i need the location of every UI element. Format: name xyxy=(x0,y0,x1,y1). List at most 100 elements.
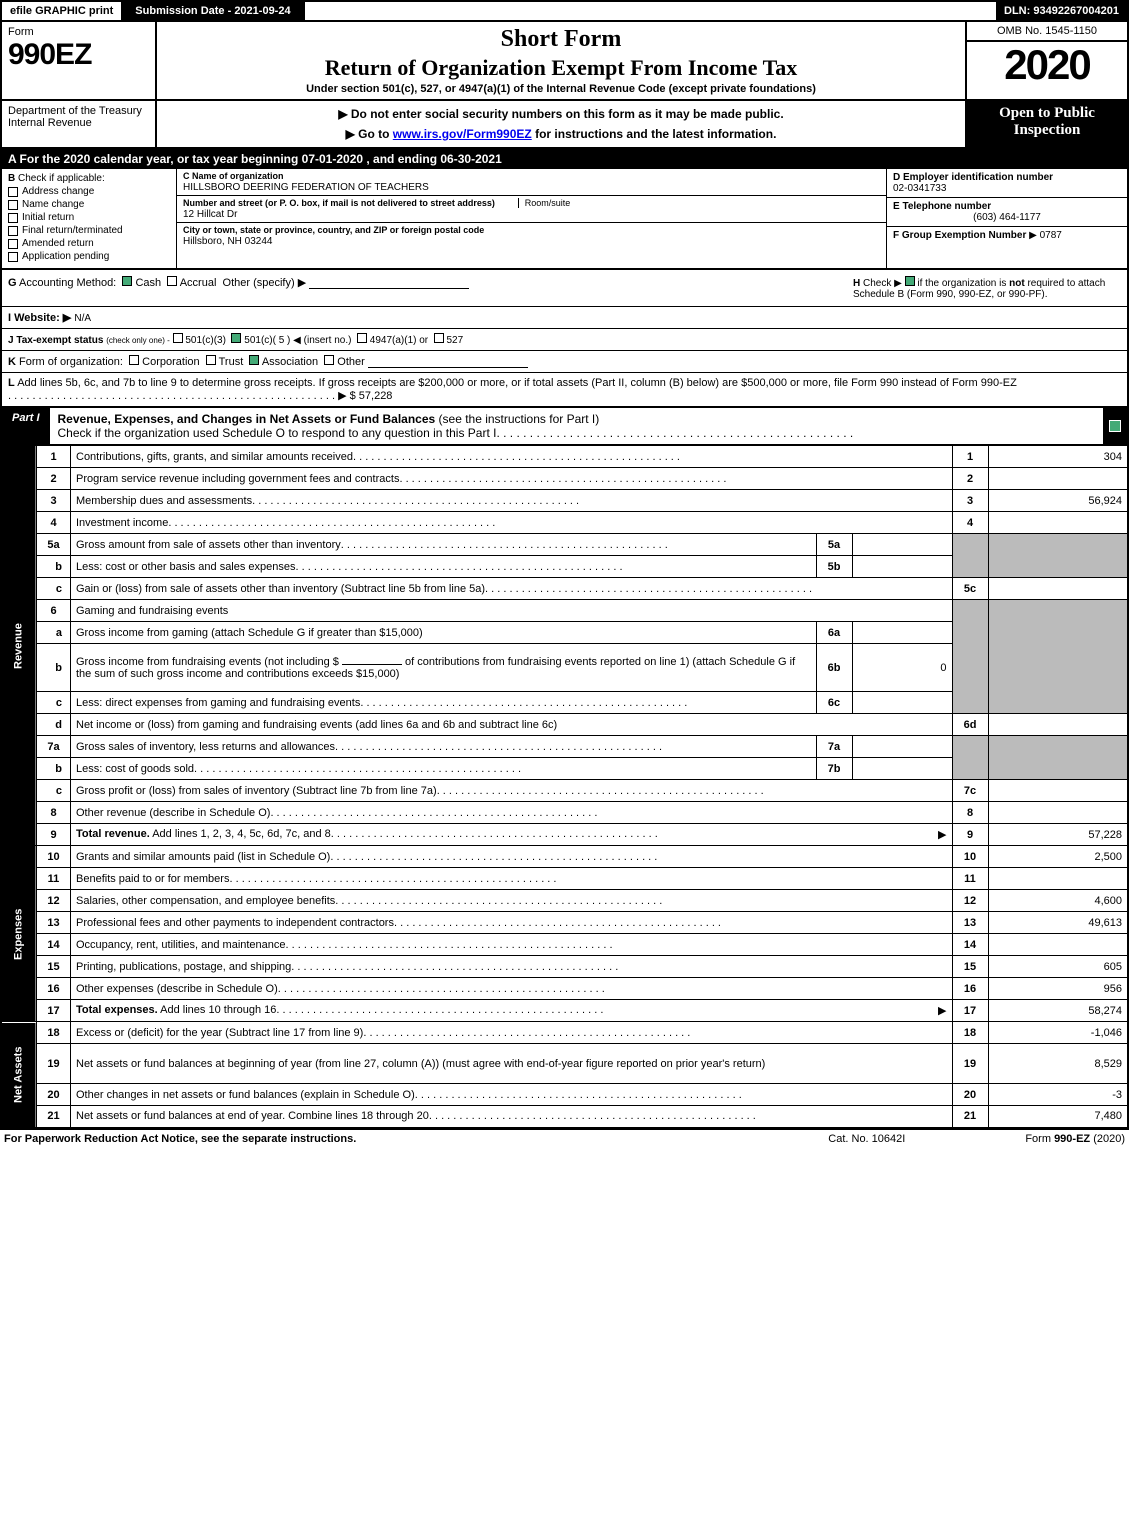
line-13-amt: 49,613 xyxy=(988,912,1128,934)
line-6b-blank[interactable] xyxy=(342,664,402,665)
tax-period-bar: A For the 2020 calendar year, or tax yea… xyxy=(0,149,1129,169)
line-7c-no: c xyxy=(37,780,71,802)
cb-final-return[interactable]: Final return/terminated xyxy=(8,225,170,236)
instructions-box: ▶ Do not enter social security numbers o… xyxy=(157,101,967,147)
line-15-desc: Printing, publications, postage, and shi… xyxy=(76,961,291,973)
shaded-cell xyxy=(952,736,988,780)
cb-amended-return[interactable]: Amended return xyxy=(8,238,170,249)
line-3-no: 3 xyxy=(37,490,71,512)
omb-number: OMB No. 1545-1150 xyxy=(967,22,1127,42)
form-id-box: Form 990EZ xyxy=(2,22,157,99)
line-14-amt xyxy=(988,934,1128,956)
form-of-org-row: K Form of organization: Corporation Trus… xyxy=(0,351,1129,373)
goto-post: for instructions and the latest informat… xyxy=(532,127,777,141)
goto-pre: ▶ Go to xyxy=(346,127,393,141)
website-row: I Website: ▶ N/A xyxy=(0,307,1129,329)
line-7c-amt xyxy=(988,780,1128,802)
cb-initial-return[interactable]: Initial return xyxy=(8,212,170,223)
cb-other-org-icon[interactable] xyxy=(324,355,334,365)
line-7c-row: c Gross profit or (loss) from sales of i… xyxy=(1,780,1128,802)
line-2-row: 2 Program service revenue including gove… xyxy=(1,468,1128,490)
paperwork-notice: For Paperwork Reduction Act Notice, see … xyxy=(4,1133,828,1145)
shaded-cell xyxy=(988,534,1128,578)
line-7c-desc: Gross profit or (loss) from sales of inv… xyxy=(76,785,437,797)
line-6a-no: a xyxy=(37,622,71,644)
cb-cash-icon[interactable] xyxy=(122,276,132,286)
cb-name-change[interactable]: Name change xyxy=(8,199,170,210)
h-not: not xyxy=(1009,278,1025,289)
line-5b-no: b xyxy=(37,556,71,578)
line-4-row: 4 Investment income 4 xyxy=(1,512,1128,534)
line-3-row: 3 Membership dues and assessments 3 56,9… xyxy=(1,490,1128,512)
line-8-no: 8 xyxy=(37,802,71,824)
cb-application-pending[interactable]: Application pending xyxy=(8,251,170,262)
line-21-row: 21 Net assets or fund balances at end of… xyxy=(1,1106,1128,1128)
line-5b-desc: Less: cost or other basis and sales expe… xyxy=(76,561,296,573)
website-value: N/A xyxy=(74,313,91,324)
cb-corp-icon[interactable] xyxy=(129,355,139,365)
schedule-o-checkbox[interactable] xyxy=(1103,408,1127,444)
other-org-blank[interactable] xyxy=(368,356,528,368)
other-blank[interactable] xyxy=(309,277,469,289)
j-sub: (check only one) - xyxy=(106,336,170,345)
open-to-public: Open to Public Inspection xyxy=(967,101,1127,147)
footer-pre: Form xyxy=(1025,1133,1054,1145)
cb-trust-icon[interactable] xyxy=(206,355,216,365)
cb-501c3-icon[interactable] xyxy=(173,333,183,343)
i-label: I Website: ▶ xyxy=(8,312,71,324)
line-1-no: 1 xyxy=(37,446,71,468)
group-exemption-row: F Group Exemption Number ▶ 0787 xyxy=(887,227,1127,244)
instructions-link[interactable]: www.irs.gov/Form990EZ xyxy=(393,127,532,141)
checkbox-icon xyxy=(8,252,18,262)
g-letter: G xyxy=(8,277,17,289)
cb-address-change[interactable]: Address change xyxy=(8,186,170,197)
org-street: 12 Hillcat Dr xyxy=(183,209,237,220)
line-7b-box: 7b xyxy=(816,758,852,780)
line-11-no: 11 xyxy=(37,868,71,890)
line-6-row: 6 Gaming and fundraising events xyxy=(1,600,1128,622)
line-7a-row: 7a Gross sales of inventory, less return… xyxy=(1,736,1128,758)
line-6c-no: c xyxy=(37,692,71,714)
shaded-cell xyxy=(988,736,1128,780)
cb-4947-icon[interactable] xyxy=(357,333,367,343)
line-6b-no: b xyxy=(37,644,71,692)
accounting-method: G Accounting Method: Cash Accrual Other … xyxy=(2,270,847,306)
line-1-ref: 1 xyxy=(952,446,988,468)
expenses-sidebar: Expenses xyxy=(1,846,37,1022)
line-7a-box: 7a xyxy=(816,736,852,758)
line-13-row: 13 Professional fees and other payments … xyxy=(1,912,1128,934)
line-6a-boxval xyxy=(852,622,952,644)
line-16-row: 16 Other expenses (describe in Schedule … xyxy=(1,978,1128,1000)
opt-assoc: Association xyxy=(262,356,318,368)
line-11-row: 11 Benefits paid to or for members 11 xyxy=(1,868,1128,890)
k-text: Form of organization: xyxy=(19,356,123,368)
department-box: Department of the Treasury Internal Reve… xyxy=(2,101,157,147)
other-label: Other (specify) ▶ xyxy=(223,277,307,289)
part-1-subline: Check if the organization used Schedule … xyxy=(58,426,497,440)
header-right: OMB No. 1545-1150 2020 xyxy=(967,22,1127,99)
gross-receipts-row: L Add lines 5b, 6c, and 7b to line 9 to … xyxy=(0,373,1129,408)
box-c: C Name of organization HILLSBORO DEERING… xyxy=(177,169,887,268)
b-letter: B xyxy=(8,173,15,184)
h-check-text: Check ▶ xyxy=(863,278,902,289)
line-5c-desc: Gain or (loss) from sale of assets other… xyxy=(76,583,485,595)
submission-date: Submission Date - 2021-09-24 xyxy=(123,2,304,20)
line-6c-boxval xyxy=(852,692,952,714)
cb-501c-icon[interactable] xyxy=(231,333,241,343)
efile-label[interactable]: efile GRAPHIC print xyxy=(2,2,123,20)
dept-irs: Internal Revenue xyxy=(8,117,149,129)
cb-527-icon[interactable] xyxy=(434,333,444,343)
arrow-icon xyxy=(938,828,946,841)
l-letter: L xyxy=(8,377,15,389)
line-20-ref: 20 xyxy=(952,1084,988,1106)
line-17-amt: 58,274 xyxy=(988,1000,1128,1022)
line-10-desc: Grants and similar amounts paid (list in… xyxy=(76,851,330,863)
cb-assoc-icon[interactable] xyxy=(249,355,259,365)
cb-accrual-icon[interactable] xyxy=(167,276,177,286)
d-label: D Employer identification number xyxy=(893,172,1121,183)
opt-trust: Trust xyxy=(219,356,244,368)
line-6d-desc: Net income or (loss) from gaming and fun… xyxy=(76,719,557,731)
opt-527: 527 xyxy=(446,335,463,346)
part-1-bar: Part I Revenue, Expenses, and Changes in… xyxy=(0,408,1129,445)
cb-schedule-b-icon[interactable] xyxy=(905,276,915,286)
